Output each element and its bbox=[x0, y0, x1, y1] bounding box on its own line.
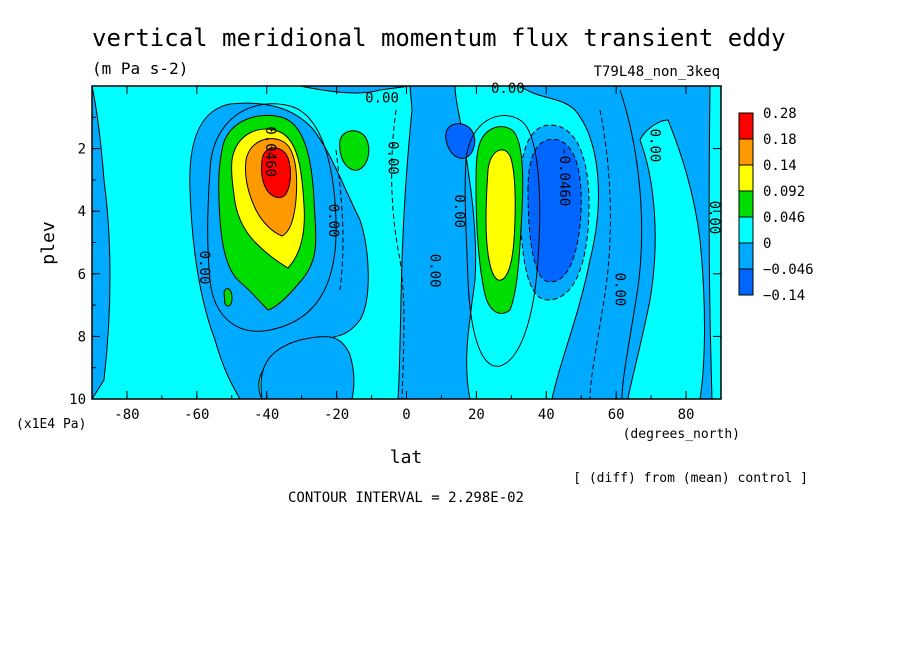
contour-label: 0.00 bbox=[426, 254, 442, 288]
region-green-small bbox=[223, 288, 233, 307]
contour-label: 0.00 bbox=[647, 129, 663, 163]
run-label: T79L48_non_3keq bbox=[594, 64, 720, 80]
contour-interval: CONTOUR INTERVAL = 2.298E-02 bbox=[288, 490, 524, 506]
region-cyan-polar-right bbox=[708, 86, 721, 399]
legend-swatch bbox=[738, 216, 754, 244]
x-tick-label: 80 bbox=[678, 407, 695, 423]
y-tick-label: 2 bbox=[78, 142, 86, 158]
legend-level-label: 0.18 bbox=[763, 132, 797, 148]
y-tick-label: 10 bbox=[69, 392, 86, 408]
contour-label: 0.00 bbox=[365, 91, 399, 107]
legend-swatch bbox=[738, 112, 754, 140]
y-tick-label: 4 bbox=[78, 204, 86, 220]
legend-level-label: 0.14 bbox=[763, 158, 797, 174]
region-red-sh bbox=[260, 147, 291, 199]
contour-label: 0.00 bbox=[706, 201, 722, 235]
colorbar-legend: 0.28 0.18 0.14 0.092 0.046 0 −0.046 −0.14 bbox=[738, 106, 814, 304]
y-tick-label: 8 bbox=[78, 329, 86, 345]
legend-level-label: −0.046 bbox=[763, 262, 814, 278]
x-tick-label: 20 bbox=[468, 407, 485, 423]
legend-swatch bbox=[738, 190, 754, 218]
x-tick-label: 60 bbox=[608, 407, 625, 423]
y-axis-title: plev bbox=[38, 221, 59, 264]
contour-lines bbox=[207, 89, 643, 399]
contour-line-sh-outer bbox=[207, 103, 337, 332]
legend-level-label: 0.092 bbox=[763, 184, 805, 200]
contour-label: 0.00 bbox=[451, 194, 467, 228]
contour-labels: 0.0460 0.00 0.00 0.00 0.00 0.00 0.00 0.00 -0.046… bbox=[196, 81, 722, 306]
x-axis-title: lat bbox=[390, 447, 423, 468]
legend-swatch bbox=[738, 242, 754, 270]
legend-level-label: 0.046 bbox=[763, 210, 805, 226]
region-cyan-sh-upper bbox=[92, 86, 413, 399]
legend-swatch bbox=[738, 164, 754, 192]
x-tick-label: 0 bbox=[402, 407, 410, 423]
legend-swatch bbox=[738, 138, 754, 166]
contour-label: 0.00 bbox=[491, 81, 525, 97]
units-label: (m Pa s-2) bbox=[92, 59, 188, 78]
legend-level-label: −0.14 bbox=[763, 288, 805, 304]
contour-label: 0.00 bbox=[612, 273, 628, 307]
legend-level-label: 0.28 bbox=[763, 106, 797, 122]
legend-level-label: 0 bbox=[763, 236, 771, 252]
region-cyan-nh-right bbox=[627, 119, 705, 399]
legend-swatch bbox=[738, 268, 754, 296]
region-green-subtrop bbox=[339, 130, 370, 171]
x-axis-units: (degrees_north) bbox=[623, 427, 740, 442]
y-axis: 2 4 6 8 10 bbox=[69, 116, 721, 408]
contour-line-nh-mid-dash bbox=[589, 109, 611, 399]
y-tick-label: 6 bbox=[78, 267, 86, 283]
contour-label: 0.00 bbox=[385, 141, 401, 175]
chart-title: vertical meridional momentum flux transi… bbox=[92, 24, 786, 52]
x-tick-label: -80 bbox=[114, 407, 139, 423]
contour-label: 0.00 bbox=[196, 251, 212, 285]
contour-label: -0.0460 bbox=[556, 147, 572, 206]
contour-label: 0.0460 bbox=[262, 126, 278, 177]
contour-line-nh-far bbox=[619, 89, 643, 399]
contour-line-eq-dash bbox=[391, 109, 405, 399]
x-tick-label: -40 bbox=[254, 407, 279, 423]
contour-line-nh-outer bbox=[464, 115, 541, 367]
region-blue-sh-low bbox=[260, 336, 355, 399]
contour-field bbox=[92, 86, 721, 399]
x-tick-label: -20 bbox=[324, 407, 349, 423]
x-tick-label: 40 bbox=[538, 407, 555, 423]
y-axis-units: (x1E4 Pa) bbox=[16, 417, 86, 432]
region-yellow-nh bbox=[485, 149, 516, 281]
x-tick-label: -60 bbox=[184, 407, 209, 423]
footnote: [ (diff) from (mean) control ] bbox=[573, 471, 808, 486]
contour-line-mid-dash bbox=[335, 149, 344, 291]
contour-label: 0.00 bbox=[325, 204, 341, 238]
x-axis: -80 -60 -40 -20 0 20 40 60 80 bbox=[91, 86, 722, 423]
